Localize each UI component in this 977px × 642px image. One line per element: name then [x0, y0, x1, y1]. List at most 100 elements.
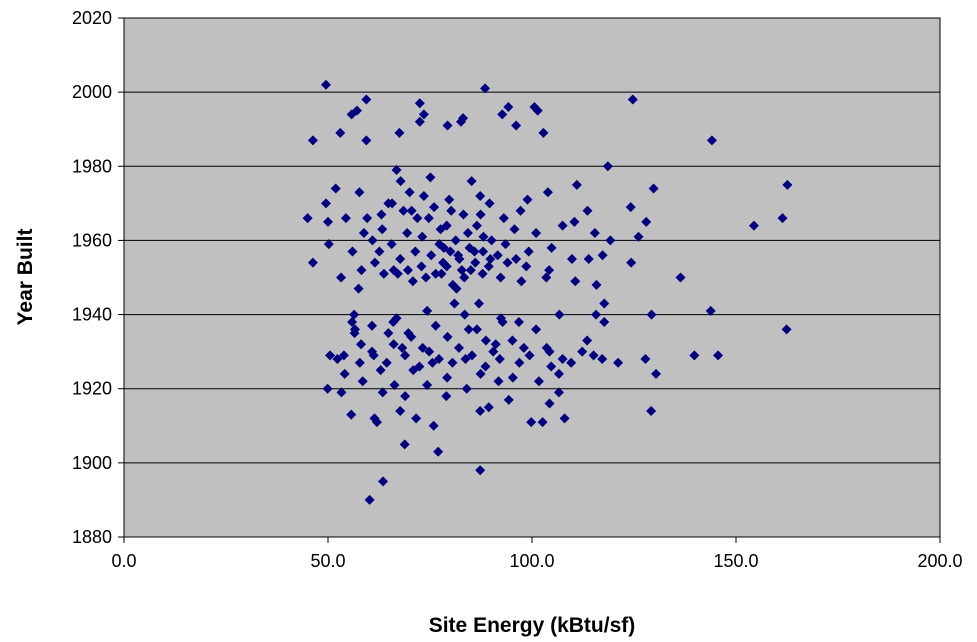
y-tick-label: 1980 [72, 156, 112, 176]
data-point [494, 354, 505, 365]
data-point [480, 335, 491, 346]
data-point [566, 253, 577, 264]
data-point [462, 228, 473, 239]
data-point [445, 246, 456, 257]
data-point [346, 409, 357, 420]
data-point [582, 335, 593, 346]
data-point [416, 261, 427, 272]
plot-area [123, 17, 941, 538]
data-point [375, 365, 386, 376]
data-point [346, 109, 357, 120]
data-point [320, 198, 331, 209]
data-point [392, 268, 403, 279]
data-point [471, 324, 482, 335]
data-point [322, 383, 333, 394]
data-point [470, 257, 481, 268]
data-point [542, 187, 553, 198]
x-axis-title: Site Energy (kBtu/sf) [429, 614, 636, 637]
data-point [522, 194, 533, 205]
data-point [467, 350, 478, 361]
data-point [646, 405, 657, 416]
data-point [626, 257, 637, 268]
data-point [497, 316, 508, 327]
y-tick-label: 1960 [72, 230, 112, 250]
data-point [442, 120, 453, 131]
data-point [486, 235, 497, 246]
data-point [332, 354, 343, 365]
data-point [442, 372, 453, 383]
x-tick-label: 50.0 [310, 551, 345, 571]
data-point [464, 242, 475, 253]
data-point [531, 324, 542, 335]
data-point [356, 265, 367, 276]
data-point [495, 272, 506, 283]
data-point [417, 342, 428, 353]
data-point [480, 83, 491, 94]
y-tick-label: 1900 [72, 453, 112, 473]
data-point [597, 250, 608, 261]
data-point [502, 257, 513, 268]
y-tick-label: 2000 [72, 82, 112, 102]
data-point [538, 127, 549, 138]
data-point [404, 187, 415, 198]
data-point [483, 402, 494, 413]
gridlines [124, 91, 940, 464]
data-point [320, 79, 331, 90]
data-point [336, 387, 347, 398]
data-point [713, 350, 724, 361]
data-point [374, 246, 385, 257]
data-point [511, 253, 522, 264]
data-point [383, 328, 394, 339]
data-point [675, 272, 686, 283]
data-point [473, 298, 484, 309]
data-point [450, 235, 461, 246]
data-point [361, 135, 372, 146]
data-point [459, 309, 470, 320]
data-point [461, 383, 472, 394]
data-point [541, 272, 552, 283]
data-point [503, 394, 514, 405]
data-point [582, 205, 593, 216]
data-point [597, 354, 608, 365]
data-point [434, 239, 445, 250]
data-point [449, 298, 460, 309]
data-point [477, 268, 488, 279]
data-point [410, 246, 421, 257]
data-point [591, 309, 602, 320]
data-point [425, 172, 436, 183]
data-point [532, 105, 543, 116]
data-point [411, 413, 422, 424]
data-point [546, 361, 557, 372]
data-point [436, 268, 447, 279]
y-tick-label: 1940 [72, 305, 112, 325]
data-point [569, 216, 580, 227]
data-point [403, 328, 414, 339]
data-point [553, 387, 564, 398]
data-point [588, 350, 599, 361]
data-point [429, 202, 440, 213]
data-point [414, 116, 425, 127]
data-point [460, 354, 471, 365]
data-point [511, 120, 522, 131]
data-point [599, 298, 610, 309]
data-point [347, 246, 358, 257]
data-point [395, 405, 406, 416]
data-point [378, 268, 389, 279]
x-tick-label: 0.0 [111, 551, 136, 571]
data-point [483, 261, 494, 272]
data-point [338, 350, 349, 361]
data-point [605, 235, 616, 246]
data-point [402, 228, 413, 239]
data-point [557, 354, 568, 365]
data-point [571, 179, 582, 190]
y-axis-ticks: 1880 1900 1920 1940 1960 1980 2000 2020 [72, 8, 124, 547]
data-point [394, 127, 405, 138]
data-point [648, 183, 659, 194]
data-point [599, 316, 610, 327]
data-point [458, 209, 469, 220]
data-point [553, 368, 564, 379]
data-point [388, 316, 399, 327]
data-point [514, 357, 525, 368]
data-point [349, 324, 360, 335]
data-point [356, 339, 367, 350]
